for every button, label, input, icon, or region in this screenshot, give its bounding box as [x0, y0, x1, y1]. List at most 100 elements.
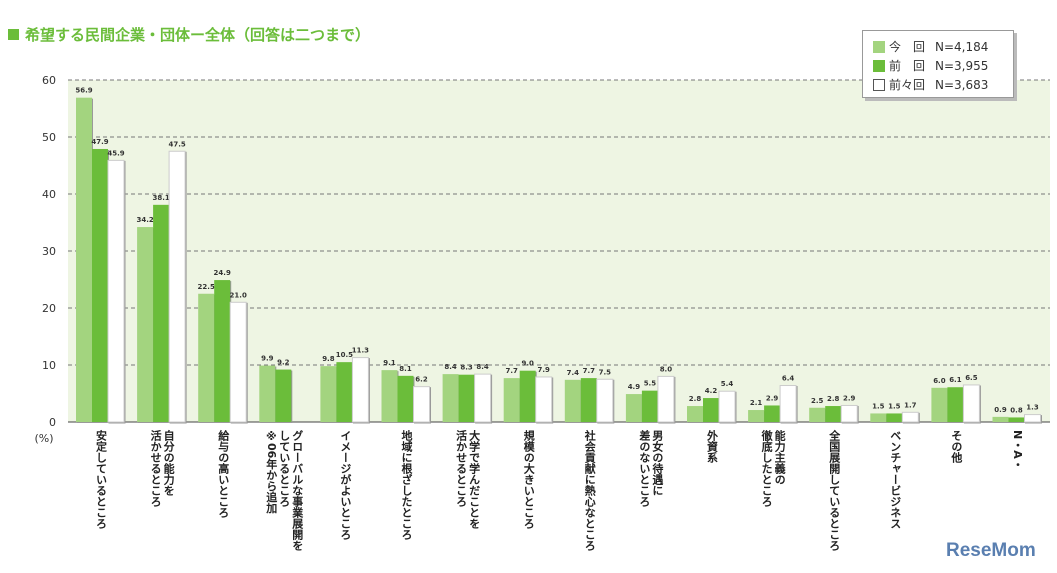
data-label: 1.3 — [1026, 404, 1039, 412]
bar — [703, 398, 719, 422]
bar — [458, 374, 475, 422]
data-label: 8.0 — [660, 365, 673, 373]
data-label: 21.0 — [230, 291, 247, 299]
data-label: 9.9 — [261, 355, 274, 363]
bar — [229, 301, 247, 423]
legend-label: 前 回 — [889, 59, 926, 73]
bar — [779, 385, 797, 423]
data-label: 2.8 — [689, 395, 702, 403]
bar — [535, 376, 553, 423]
bar — [413, 386, 430, 423]
y-tick-label: 20 — [42, 302, 56, 315]
bar — [168, 150, 186, 423]
data-label: 6.5 — [965, 374, 978, 382]
legend-swatch — [873, 40, 885, 53]
y-tick-label: 50 — [42, 131, 56, 144]
bar — [840, 404, 858, 423]
data-label: 1.5 — [872, 402, 885, 410]
legend-item: 前々回 N=3,683 — [873, 75, 1003, 94]
data-label: 6.4 — [782, 375, 795, 383]
legend: 今 回 N=4,184 前 回 N=3,955 前々回 N=3,683 — [862, 30, 1014, 98]
bar — [503, 378, 520, 422]
x-category-label: 男女の待遇に 差のないところ — [637, 430, 664, 507]
bar — [596, 378, 614, 423]
x-category-label: 大学で学んだことを 活かせるところ — [454, 430, 481, 529]
bar — [351, 357, 369, 423]
data-label: 4.9 — [628, 383, 641, 391]
x-category-label: グローバルな事業展開を しているところ ※06年から追加 — [264, 430, 304, 551]
bar — [198, 293, 215, 422]
bar — [107, 159, 125, 423]
bar — [870, 413, 887, 422]
bar — [809, 407, 826, 422]
data-label: 7.4 — [567, 369, 580, 377]
legend-label: 今 回 — [889, 40, 926, 54]
data-label: 10.5 — [336, 351, 353, 359]
data-label: 9.8 — [322, 355, 335, 363]
chart-title: 希望する民間企業・団体ー全体（回答は二つまで） — [8, 24, 370, 45]
x-category-label: 外資系 — [705, 430, 719, 463]
bar — [1024, 414, 1041, 423]
data-label: 6.2 — [415, 376, 428, 384]
x-category-label: 規模の大きいところ — [522, 430, 536, 529]
data-label: 7.5 — [599, 368, 612, 376]
bar — [336, 362, 353, 422]
title-text: 希望する民間企業・団体ー全体（回答は二つまで） — [25, 26, 371, 44]
x-category-label: 安定しているところ — [94, 430, 108, 529]
y-tick-label: 60 — [42, 74, 56, 87]
data-label: 45.9 — [107, 149, 124, 157]
resemom-logo: ReseMom — [946, 540, 1036, 561]
bar — [718, 390, 736, 423]
bar — [381, 370, 398, 422]
x-category-label: 社会貢献に熱心なところ — [583, 430, 597, 551]
bar — [886, 413, 903, 422]
x-category-label: ベンチャービジネス — [888, 430, 902, 529]
data-label: 47.9 — [91, 138, 108, 146]
y-tick-label: 30 — [42, 245, 56, 258]
bar — [947, 387, 964, 422]
data-label: 8.3 — [460, 364, 473, 372]
x-category-label: 能力主義の 徹底したところ — [760, 430, 787, 507]
bar — [748, 410, 765, 422]
bar — [1008, 417, 1025, 422]
legend-swatch — [873, 78, 885, 91]
data-label: 1.7 — [904, 401, 917, 409]
x-category-label: 全国展開しているところ — [827, 430, 841, 551]
data-label: 0.8 — [1010, 406, 1023, 414]
data-label: 7.7 — [583, 367, 596, 375]
data-label: 38.1 — [152, 194, 169, 202]
data-label: 9.0 — [521, 360, 534, 368]
bar — [564, 379, 581, 422]
bar — [275, 369, 292, 422]
y-tick-label: 10 — [42, 359, 56, 372]
data-label: 2.5 — [811, 397, 824, 405]
legend-n: N=3,683 — [935, 77, 989, 92]
bar — [901, 411, 919, 423]
bar — [657, 375, 675, 423]
data-label: 2.9 — [766, 394, 779, 402]
data-label: 6.1 — [949, 376, 962, 384]
data-label: 2.9 — [843, 394, 856, 402]
data-label: 9.2 — [277, 359, 290, 367]
data-label: 9.1 — [383, 359, 396, 367]
bar — [519, 370, 536, 422]
data-label: 8.4 — [476, 363, 489, 371]
x-category-label: 自分の能力を 活かせるところ — [149, 430, 176, 507]
data-label: 8.1 — [399, 365, 412, 373]
data-label: 5.5 — [644, 380, 657, 388]
y-tick-label: 40 — [42, 188, 56, 201]
legend-item: 今 回 N=4,184 — [873, 37, 1003, 56]
legend-label: 前々回 — [889, 78, 926, 92]
bar — [153, 204, 170, 422]
x-category-label: 地域に根ざしたところ — [400, 430, 413, 540]
data-label: 34.2 — [136, 216, 153, 224]
bar — [625, 394, 642, 422]
bar — [214, 280, 231, 422]
bar — [825, 406, 842, 422]
data-label: 6.0 — [933, 377, 946, 385]
bar — [580, 378, 597, 422]
title-square-icon — [8, 29, 19, 40]
data-label: 8.4 — [444, 363, 457, 371]
legend-n: N=4,184 — [935, 39, 989, 54]
